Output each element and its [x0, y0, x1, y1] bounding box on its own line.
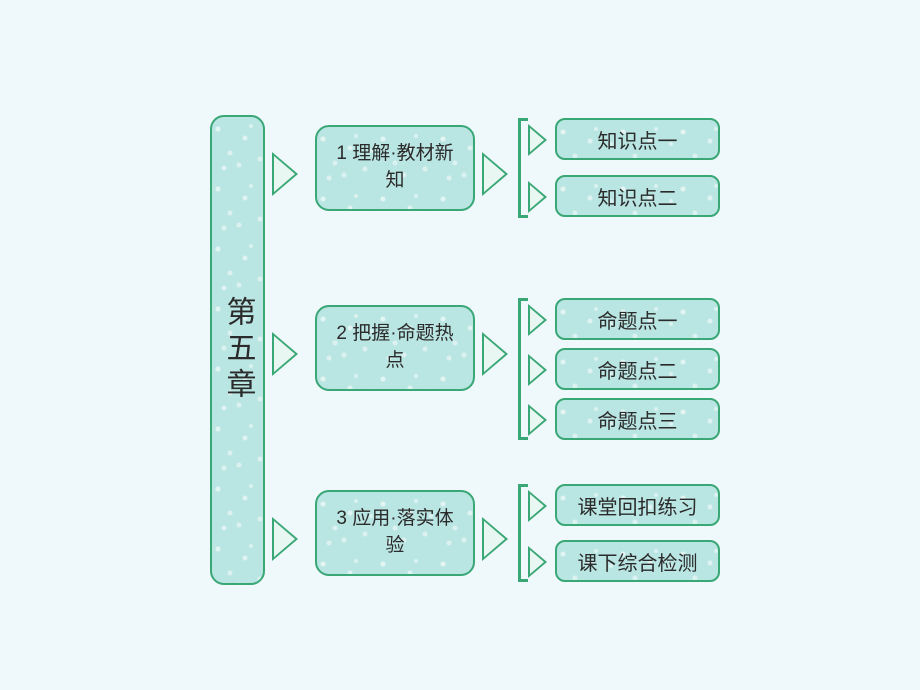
leaf-label: 命题点一 — [598, 305, 678, 334]
diagram-canvas: 第五章 1 理解·教材新知 2 把握·命题热点 3 应用·落实体验 知识点一知识点二命题… — [0, 0, 920, 690]
leaf-node: 命题点三 — [555, 398, 720, 440]
mid-label: 3 应用·落实体验 — [327, 506, 463, 559]
arrow-icon — [528, 546, 547, 578]
arrow-icon — [528, 181, 547, 213]
root-node: 第五章 — [210, 115, 265, 585]
leaf-node: 课下综合检测 — [555, 540, 720, 582]
leaf-label: 课下综合检测 — [578, 547, 698, 576]
leaf-node: 命题点二 — [555, 348, 720, 390]
arrow-icon — [528, 304, 547, 336]
leaf-label: 课堂回扣练习 — [578, 491, 698, 520]
bracket — [518, 484, 528, 582]
mid-node: 3 应用·落实体验 — [315, 490, 475, 576]
bracket — [518, 298, 528, 440]
arrow-icon — [272, 517, 298, 561]
leaf-node: 知识点一 — [555, 118, 720, 160]
mid-node: 1 理解·教材新知 — [315, 125, 475, 211]
arrow-icon — [482, 332, 508, 376]
leaf-label: 知识点一 — [598, 125, 678, 154]
arrow-icon — [272, 152, 298, 196]
arrow-icon — [528, 354, 547, 386]
mid-label: 1 理解·教材新知 — [327, 141, 463, 194]
mid-node: 2 把握·命题热点 — [315, 305, 475, 391]
arrow-icon — [482, 152, 508, 196]
leaf-label: 命题点二 — [598, 355, 678, 384]
leaf-node: 命题点一 — [555, 298, 720, 340]
mid-label: 2 把握·命题热点 — [327, 321, 463, 374]
leaf-node: 知识点二 — [555, 175, 720, 217]
leaf-label: 知识点二 — [598, 182, 678, 211]
arrow-icon — [528, 490, 547, 522]
arrow-icon — [528, 124, 547, 156]
arrow-icon — [272, 332, 298, 376]
arrow-icon — [528, 404, 547, 436]
leaf-label: 命题点三 — [598, 405, 678, 434]
bracket — [518, 118, 528, 218]
leaf-node: 课堂回扣练习 — [555, 484, 720, 526]
root-label: 第五章 — [216, 296, 260, 404]
arrow-icon — [482, 517, 508, 561]
